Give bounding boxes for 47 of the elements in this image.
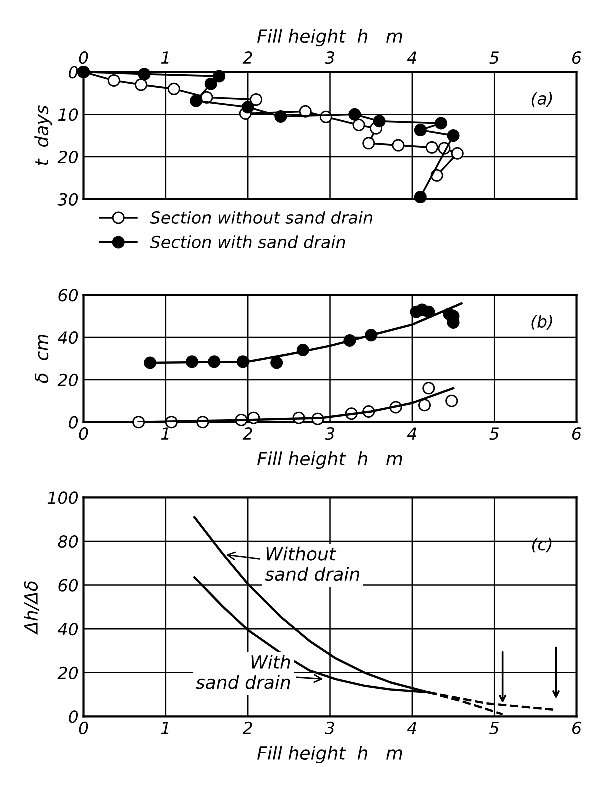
- x-axis-title: Fill height h m: [258, 452, 402, 470]
- x-tick-label: 2: [242, 427, 252, 440]
- x-axis-title: Fill height h m: [258, 746, 402, 764]
- y-tick-label: 10: [58, 108, 78, 122]
- x-tick-label: 0: [79, 52, 88, 64]
- annotation: (b): [532, 315, 552, 330]
- y-axis-title: δ cm: [34, 334, 49, 384]
- y-tick-label: 20: [58, 150, 78, 164]
- legend-label: Section with sand drain: [150, 236, 346, 249]
- x-tick-label: 3: [324, 427, 334, 440]
- annotation: (a): [532, 92, 552, 107]
- y-tick-label: 40: [58, 623, 78, 636]
- y-tick-label: 60: [58, 289, 78, 302]
- x-tick-label: 0: [79, 427, 88, 440]
- x-tick-label: 6: [572, 52, 582, 64]
- y-tick-label: 60: [58, 579, 78, 592]
- x-tick-label: 1: [161, 52, 169, 64]
- x-tick-label: 5: [490, 722, 499, 734]
- y-tick-label: 0: [69, 66, 78, 79]
- y-tick-label: 20: [58, 666, 78, 680]
- x-tick-label: 1: [161, 428, 169, 440]
- y-axis-title: t days: [34, 106, 52, 166]
- x-tick-label: 4: [407, 52, 417, 64]
- annotation: With sand drain: [196, 655, 290, 690]
- y-tick-label: 0: [69, 416, 78, 429]
- y-tick-label: 0: [69, 710, 78, 724]
- x-tick-label: 5: [490, 428, 499, 440]
- annotation: Without sand drain: [265, 546, 360, 582]
- x-tick-label: 6: [572, 427, 582, 440]
- x-tick-label: 5: [490, 52, 499, 64]
- y-tick-label: 100: [48, 492, 78, 504]
- y-tick-label: 40: [58, 332, 78, 344]
- x-tick-label: 6: [572, 722, 582, 734]
- x-tick-label: 1: [161, 722, 169, 734]
- x-axis-title: Fill height h m: [258, 29, 402, 47]
- legend-label: Section without sand drain: [150, 211, 372, 224]
- y-tick-label: 80: [58, 535, 78, 548]
- x-tick-label: 3: [324, 722, 334, 734]
- y-axis-title: Δh/Δδ: [24, 582, 40, 635]
- x-tick-label: 2: [242, 52, 252, 64]
- y-tick-label: 20: [58, 374, 78, 387]
- x-tick-label: 4: [407, 428, 417, 440]
- x-tick-label: 2: [242, 722, 252, 734]
- x-tick-label: 4: [407, 722, 417, 734]
- x-tick-label: 3: [324, 52, 334, 64]
- x-tick-label: 0: [79, 722, 88, 734]
- y-tick-label: 30: [58, 193, 78, 206]
